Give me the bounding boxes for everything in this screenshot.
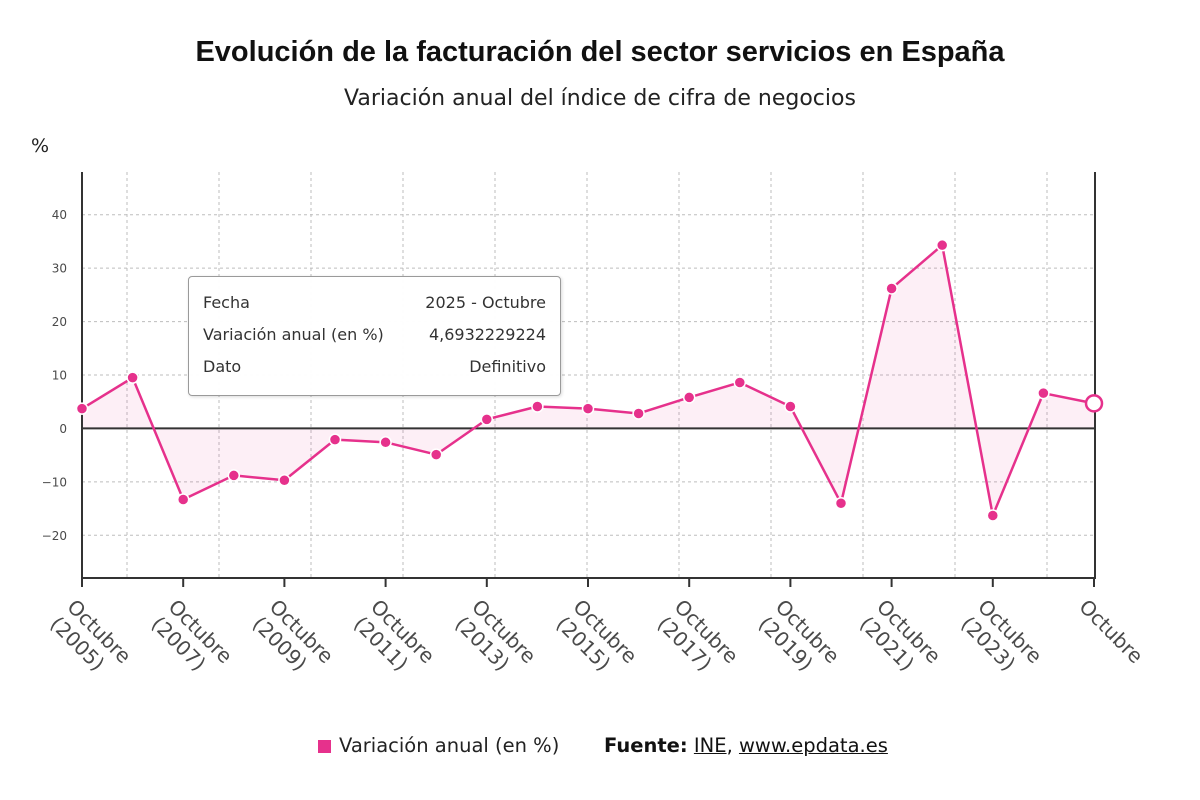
x-tick-label: Octubre(2021) — [855, 595, 946, 686]
legend-item[interactable]: Variación anual (en %) — [318, 733, 559, 759]
tooltip-value: 4,6932229224 — [428, 325, 546, 344]
x-tick-label: Octubre(2011) — [349, 595, 440, 686]
x-tick-label: Octubre(2005) — [45, 595, 136, 686]
data-point[interactable] — [531, 400, 544, 413]
y-axis-unit-label: % — [31, 135, 50, 157]
legend-square-icon — [318, 739, 331, 753]
data-point[interactable] — [75, 402, 89, 415]
data-point[interactable] — [935, 238, 949, 252]
series-area-fill — [82, 245, 1094, 516]
data-point[interactable] — [126, 371, 139, 384]
data-point[interactable] — [784, 400, 797, 413]
tooltip-row-variacion: Variación anual (en %) 4,6932229224 — [203, 319, 546, 351]
source-link-ine[interactable]: INE — [693, 734, 727, 757]
y-tick-label: 0 — [59, 422, 67, 436]
tooltip-label: Variación anual (en %) — [203, 325, 384, 344]
data-point[interactable] — [227, 469, 241, 482]
source-credit: Fuente: INE, www.epdata.es — [604, 733, 888, 759]
x-tick-label: Octubre(2015) — [551, 595, 642, 686]
data-point[interactable] — [429, 448, 443, 461]
tooltip-label: Dato — [203, 357, 242, 376]
data-point[interactable] — [885, 282, 898, 295]
x-tick-label: Octubre(2023) — [956, 595, 1047, 686]
x-tick-label: Octubre(2007) — [147, 595, 238, 686]
y-tick-label: 40 — [52, 208, 67, 222]
data-tooltip: Fecha 2025 - Octubre Variación anual (en… — [188, 276, 561, 396]
source-separator: , — [726, 734, 733, 757]
x-tick-label: Octubre(2013) — [450, 595, 541, 686]
tooltip-label: Fecha — [203, 293, 250, 312]
y-tick-label: 20 — [52, 315, 67, 329]
data-point[interactable] — [379, 436, 392, 449]
x-tick-label: Octubre(2009) — [248, 595, 339, 686]
data-point[interactable] — [834, 496, 848, 510]
source-link-epdata[interactable]: www.epdata.es — [738, 734, 888, 757]
y-tick-label: −10 — [42, 475, 67, 489]
chart-title: Evolución de la facturación del sector s… — [195, 36, 1005, 68]
y-tick-label: 10 — [52, 369, 67, 383]
x-tick-label-line: Octubre — [1074, 595, 1148, 669]
data-point[interactable] — [278, 473, 291, 487]
data-point[interactable] — [328, 433, 342, 446]
y-tick-label: 30 — [52, 262, 67, 276]
chart-subtitle: Variación anual del índice de cifra de n… — [344, 86, 856, 111]
source-prefix: Fuente: — [604, 734, 688, 757]
tooltip-row-fecha: Fecha 2025 - Octubre — [203, 287, 546, 319]
x-tick-label: Octubre(2017) — [653, 595, 744, 686]
tooltip-value: 2025 - Octubre — [425, 293, 546, 312]
tooltip-value: Definitivo — [469, 357, 546, 376]
data-point[interactable] — [986, 509, 1000, 522]
y-tick-label: −20 — [42, 529, 67, 543]
data-point[interactable] — [1037, 386, 1050, 400]
legend-label: Variación anual (en %) — [339, 734, 560, 757]
data-point[interactable] — [733, 376, 747, 389]
x-tick-label: Octubre — [1074, 595, 1148, 669]
data-point[interactable] — [682, 391, 696, 404]
data-point[interactable] — [176, 493, 190, 506]
data-point[interactable] — [480, 413, 494, 426]
x-tick-label: Octubre(2019) — [754, 595, 845, 686]
data-point[interactable] — [632, 407, 645, 420]
data-point[interactable] — [581, 402, 595, 415]
tooltip-row-dato: Dato Definitivo — [203, 351, 546, 383]
data-point-highlighted[interactable] — [1084, 394, 1104, 413]
